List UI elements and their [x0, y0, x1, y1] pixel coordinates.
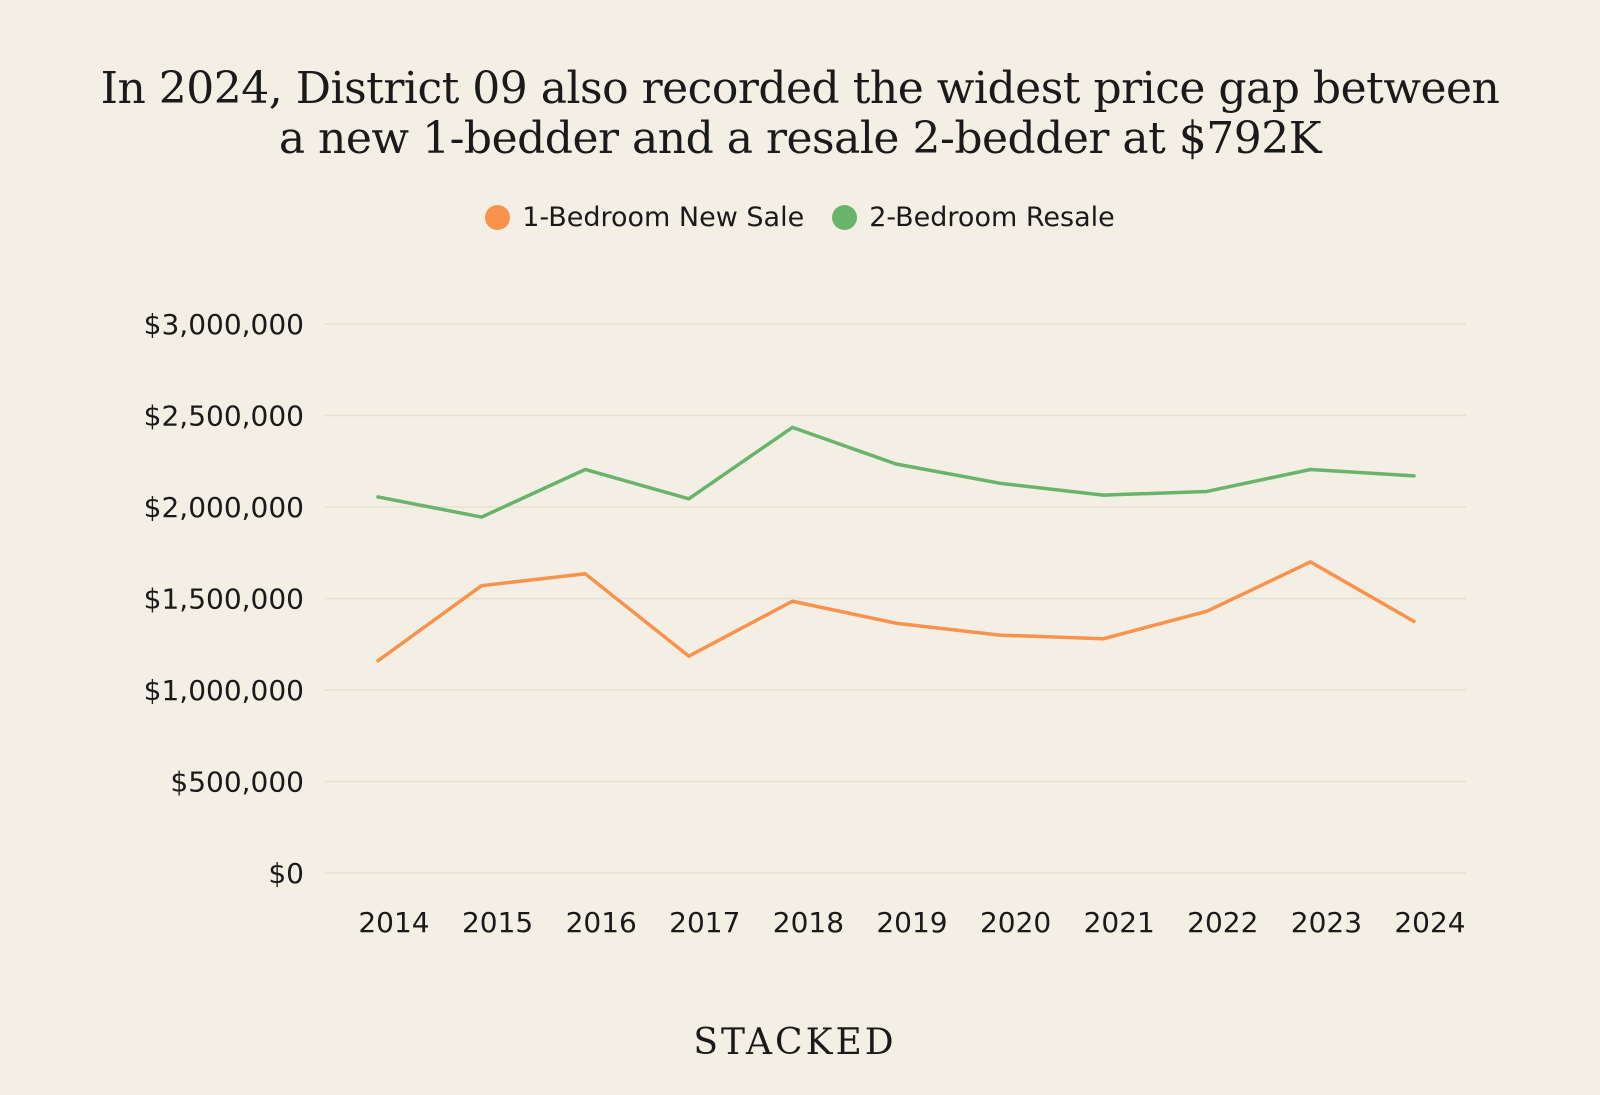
- legend-marker-resale: [832, 205, 858, 230]
- x-tick-label: 2022: [1187, 906, 1258, 939]
- data-point-resale[interactable]: [894, 462, 898, 466]
- chart-title: In 2024, District 09 also recorded the w…: [0, 64, 1600, 164]
- data-point-resale[interactable]: [583, 467, 587, 471]
- x-tick-label: 2015: [462, 906, 533, 939]
- y-tick-label: $3,000,000: [144, 308, 304, 341]
- legend-marker-new-sale: [485, 205, 511, 230]
- x-tick-label: 2019: [876, 906, 947, 939]
- data-point-new-sale[interactable]: [583, 572, 587, 576]
- x-tick-label: 2023: [1291, 906, 1362, 939]
- series-lines: [376, 425, 1416, 663]
- data-point-resale[interactable]: [1205, 489, 1209, 493]
- data-point-new-sale[interactable]: [1308, 560, 1312, 564]
- data-point-resale[interactable]: [480, 515, 484, 519]
- legend-label-resale: 2-Bedroom Resale: [869, 202, 1115, 233]
- y-tick-label: $0: [268, 857, 304, 890]
- chart-legend: 1-Bedroom New Sale 2-Bedroom Resale: [0, 202, 1600, 233]
- data-point-new-sale[interactable]: [790, 599, 794, 603]
- brand-logo: STACKED: [693, 1022, 897, 1063]
- data-point-resale[interactable]: [1101, 493, 1105, 497]
- x-tick-label: 2020: [980, 906, 1051, 939]
- x-axis-ticks: 2014 2015 2016 2017 2018 2019 2020 2021 2022 2023…: [358, 906, 1465, 939]
- x-tick-label: 2014: [358, 906, 429, 939]
- data-point-new-sale[interactable]: [1205, 609, 1209, 613]
- data-point-resale[interactable]: [1412, 474, 1416, 478]
- y-tick-label: $1,500,000: [144, 583, 304, 616]
- y-tick-label: $500,000: [170, 766, 304, 799]
- x-tick-label: 2021: [1084, 906, 1155, 939]
- data-point-resale[interactable]: [376, 495, 380, 499]
- data-point-resale[interactable]: [998, 481, 1002, 485]
- x-tick-label: 2016: [566, 906, 637, 939]
- legend-label-new-sale: 1-Bedroom New Sale: [522, 202, 805, 233]
- data-point-new-sale[interactable]: [998, 633, 1002, 637]
- data-point-resale[interactable]: [1308, 467, 1312, 471]
- data-point-new-sale[interactable]: [1101, 637, 1105, 641]
- data-point-new-sale[interactable]: [1412, 619, 1416, 623]
- data-point-resale[interactable]: [687, 497, 691, 501]
- y-tick-label: $2,000,000: [144, 491, 304, 524]
- y-tick-label: $2,500,000: [144, 400, 304, 433]
- x-tick-label: 2018: [773, 906, 844, 939]
- data-point-new-sale[interactable]: [687, 654, 691, 658]
- x-tick-label: 2017: [669, 906, 740, 939]
- data-point-new-sale[interactable]: [480, 584, 484, 588]
- y-tick-label: $1,000,000: [144, 674, 304, 707]
- x-tick-label: 2024: [1394, 906, 1465, 939]
- chart-title-line-2: a new 1-bedder and a resale 2-bedder at …: [278, 113, 1322, 164]
- legend-item-new-sale[interactable]: 1-Bedroom New Sale: [485, 202, 804, 233]
- series-line-resale[interactable]: [376, 425, 1416, 519]
- series-line-new-sale[interactable]: [376, 560, 1416, 663]
- data-point-new-sale[interactable]: [376, 659, 380, 663]
- y-axis-ticks: $0 $500,000 $1,000,000 $1,500,000 $2,000,000…: [144, 308, 304, 890]
- data-point-new-sale[interactable]: [894, 621, 898, 625]
- data-point-resale[interactable]: [790, 425, 794, 429]
- grid-lines: [325, 323, 1466, 874]
- chart-title-line-1: In 2024, District 09 also recorded the w…: [100, 63, 1500, 114]
- legend-item-resale[interactable]: 2-Bedroom Resale: [832, 202, 1115, 233]
